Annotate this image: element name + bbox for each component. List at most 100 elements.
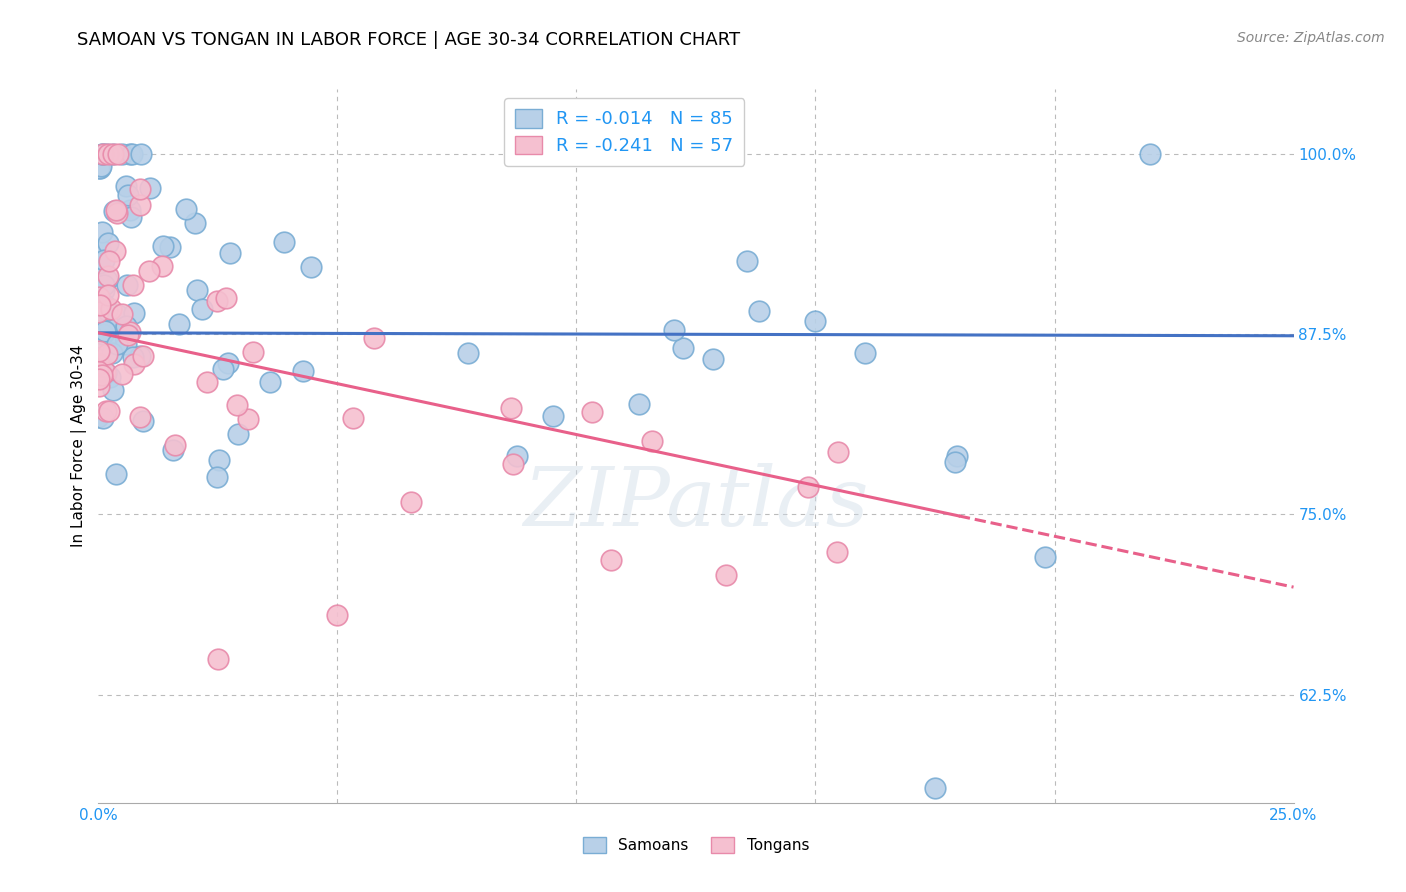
Point	[93, 277, 115, 292]
Point	[87, 161, 110, 176]
Point	[90, 147, 112, 161]
Point	[91, 410, 114, 425]
Point	[115, 336, 138, 351]
Point	[207, 651, 229, 665]
Point	[399, 494, 422, 508]
Point	[131, 147, 153, 161]
Point	[94, 298, 117, 312]
Point	[218, 246, 240, 260]
Point	[502, 457, 524, 471]
Point	[924, 781, 946, 796]
Point	[299, 260, 322, 274]
Point	[117, 327, 139, 342]
Point	[103, 383, 125, 397]
Point	[662, 323, 685, 337]
Point	[600, 553, 623, 567]
Point	[89, 357, 111, 371]
Point	[672, 341, 695, 355]
Point	[150, 259, 173, 273]
Point	[129, 349, 152, 363]
Point	[217, 356, 239, 370]
Point	[797, 480, 820, 494]
Point	[93, 333, 115, 347]
Point	[105, 467, 128, 482]
Point	[132, 413, 155, 427]
Point	[103, 204, 125, 219]
Point	[242, 345, 264, 359]
Point	[641, 434, 664, 449]
Point	[159, 240, 181, 254]
Point	[131, 349, 153, 363]
Point	[89, 298, 111, 312]
Point	[87, 357, 110, 371]
Point	[87, 364, 110, 378]
Point	[93, 253, 115, 268]
Point	[91, 326, 114, 341]
Point	[804, 314, 827, 328]
Point	[104, 202, 127, 217]
Point	[236, 412, 259, 426]
Point	[581, 405, 603, 419]
Point	[89, 379, 111, 393]
Point	[91, 147, 114, 161]
Point	[101, 147, 124, 161]
Point	[122, 358, 145, 372]
Point	[162, 443, 184, 458]
Point	[120, 211, 142, 225]
Point	[628, 397, 651, 411]
Point	[89, 302, 111, 317]
Point	[118, 325, 141, 339]
Point	[97, 287, 120, 301]
Point	[87, 372, 110, 386]
Point	[457, 346, 479, 360]
Point	[97, 236, 120, 251]
Point	[111, 307, 134, 321]
Point	[152, 238, 174, 252]
Point	[87, 256, 110, 270]
Point	[748, 304, 770, 318]
Point	[138, 264, 160, 278]
Y-axis label: In Labor Force | Age 30-34: In Labor Force | Age 30-34	[72, 344, 87, 548]
Point	[91, 147, 114, 161]
Point	[118, 202, 141, 217]
Point	[89, 344, 111, 359]
Point	[117, 188, 139, 202]
Point	[97, 403, 120, 417]
Point	[853, 345, 876, 359]
Point	[714, 568, 737, 582]
Point	[97, 269, 120, 284]
Point	[129, 410, 152, 425]
Point	[96, 302, 118, 317]
Point	[114, 320, 136, 334]
Point	[87, 305, 110, 319]
Point	[100, 301, 122, 316]
Point	[702, 352, 724, 367]
Point	[259, 375, 281, 389]
Point	[94, 324, 117, 338]
Point	[176, 202, 198, 216]
Point	[214, 291, 236, 305]
Point	[114, 179, 136, 194]
Text: SAMOAN VS TONGAN IN LABOR FORCE | AGE 30-34 CORRELATION CHART: SAMOAN VS TONGAN IN LABOR FORCE | AGE 30…	[77, 31, 741, 49]
Point	[107, 147, 129, 161]
Point	[225, 398, 247, 412]
Point	[89, 290, 111, 304]
Point	[101, 147, 124, 161]
Point	[94, 365, 117, 379]
Point	[165, 438, 187, 452]
Point	[122, 350, 145, 364]
Point	[191, 301, 214, 316]
Point	[97, 147, 120, 161]
Point	[129, 182, 152, 196]
Point	[363, 331, 385, 345]
Point	[118, 147, 141, 161]
Point	[205, 293, 228, 308]
Point	[121, 147, 143, 161]
Point	[946, 449, 969, 463]
Point	[1139, 147, 1161, 161]
Point	[195, 376, 218, 390]
Point	[97, 254, 120, 268]
Point	[96, 147, 118, 161]
Point	[167, 318, 190, 332]
Point	[122, 306, 145, 320]
